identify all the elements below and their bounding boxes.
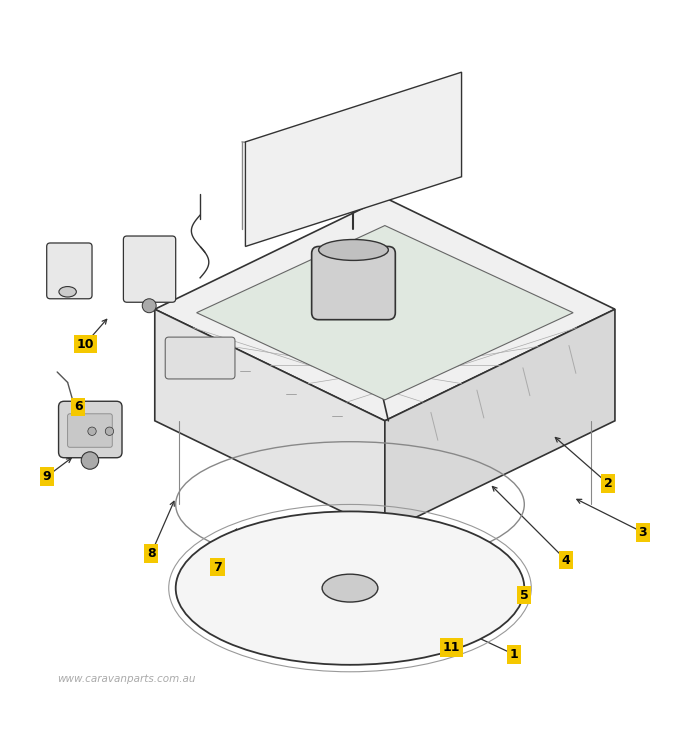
Text: 1: 1 <box>510 648 518 661</box>
Text: 9: 9 <box>43 470 51 483</box>
Polygon shape <box>385 310 615 532</box>
FancyBboxPatch shape <box>47 243 92 299</box>
FancyBboxPatch shape <box>123 236 176 302</box>
Text: 11: 11 <box>442 641 460 654</box>
Ellipse shape <box>142 299 156 312</box>
Text: 2: 2 <box>603 477 612 490</box>
Circle shape <box>88 427 96 435</box>
FancyBboxPatch shape <box>165 337 235 379</box>
Polygon shape <box>197 226 573 400</box>
Ellipse shape <box>322 575 378 602</box>
Text: 6: 6 <box>74 400 83 413</box>
Text: www.caravanparts.com.au: www.caravanparts.com.au <box>57 674 196 684</box>
Text: 4: 4 <box>562 554 570 566</box>
Text: 7: 7 <box>214 561 222 574</box>
Polygon shape <box>155 310 385 532</box>
Ellipse shape <box>81 452 99 469</box>
Text: 3: 3 <box>638 526 647 539</box>
Polygon shape <box>246 72 461 247</box>
Text: 5: 5 <box>520 588 528 602</box>
FancyBboxPatch shape <box>312 247 395 320</box>
Ellipse shape <box>176 512 524 665</box>
FancyBboxPatch shape <box>59 402 122 458</box>
Ellipse shape <box>318 239 388 261</box>
Polygon shape <box>155 198 615 420</box>
FancyBboxPatch shape <box>68 414 112 447</box>
Text: 10: 10 <box>76 337 94 350</box>
Circle shape <box>105 427 113 435</box>
Text: 8: 8 <box>147 547 155 560</box>
Ellipse shape <box>59 287 76 297</box>
